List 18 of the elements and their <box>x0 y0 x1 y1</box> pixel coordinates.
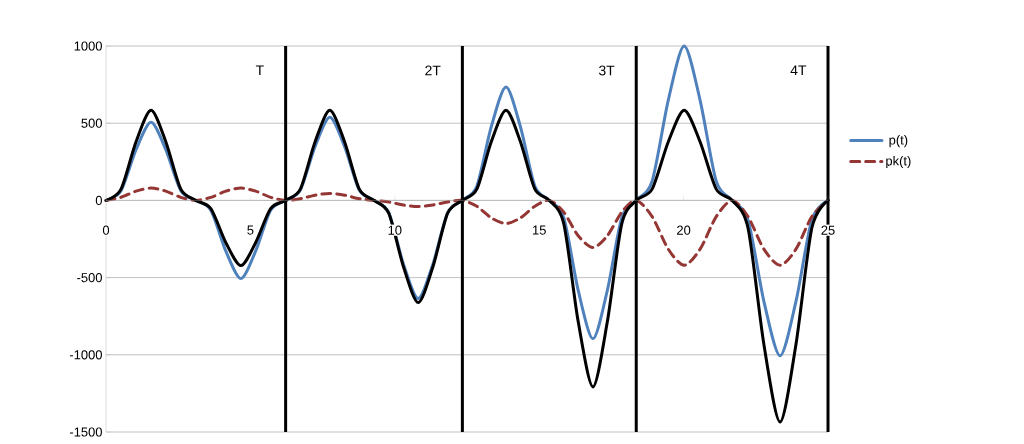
legend-label: p(t) <box>889 135 908 148</box>
x-tick-label: 0 <box>102 225 110 235</box>
y-tick-label: -1000 <box>69 350 102 360</box>
x-tick-label: 5 <box>247 225 254 235</box>
y-tick-label: -1500 <box>69 427 102 437</box>
x-tick-label: 10 <box>388 225 402 235</box>
ref-line-label: 4T <box>790 65 807 76</box>
ref-line-label: T <box>255 65 264 76</box>
x-tick-label: 25 <box>821 225 835 235</box>
ref-line-label: 3T <box>598 65 615 76</box>
y-tick-label: 0 <box>95 195 102 205</box>
y-tick-label: 1000 <box>74 41 102 51</box>
x-tick-label: 15 <box>532 225 546 235</box>
legend-label: pk(t) <box>886 155 911 169</box>
y-tick-label: -500 <box>77 273 102 283</box>
ref-line-label: 2T <box>425 65 441 76</box>
y-tick-label: 500 <box>81 118 102 128</box>
x-tick-label: 20 <box>677 225 691 235</box>
